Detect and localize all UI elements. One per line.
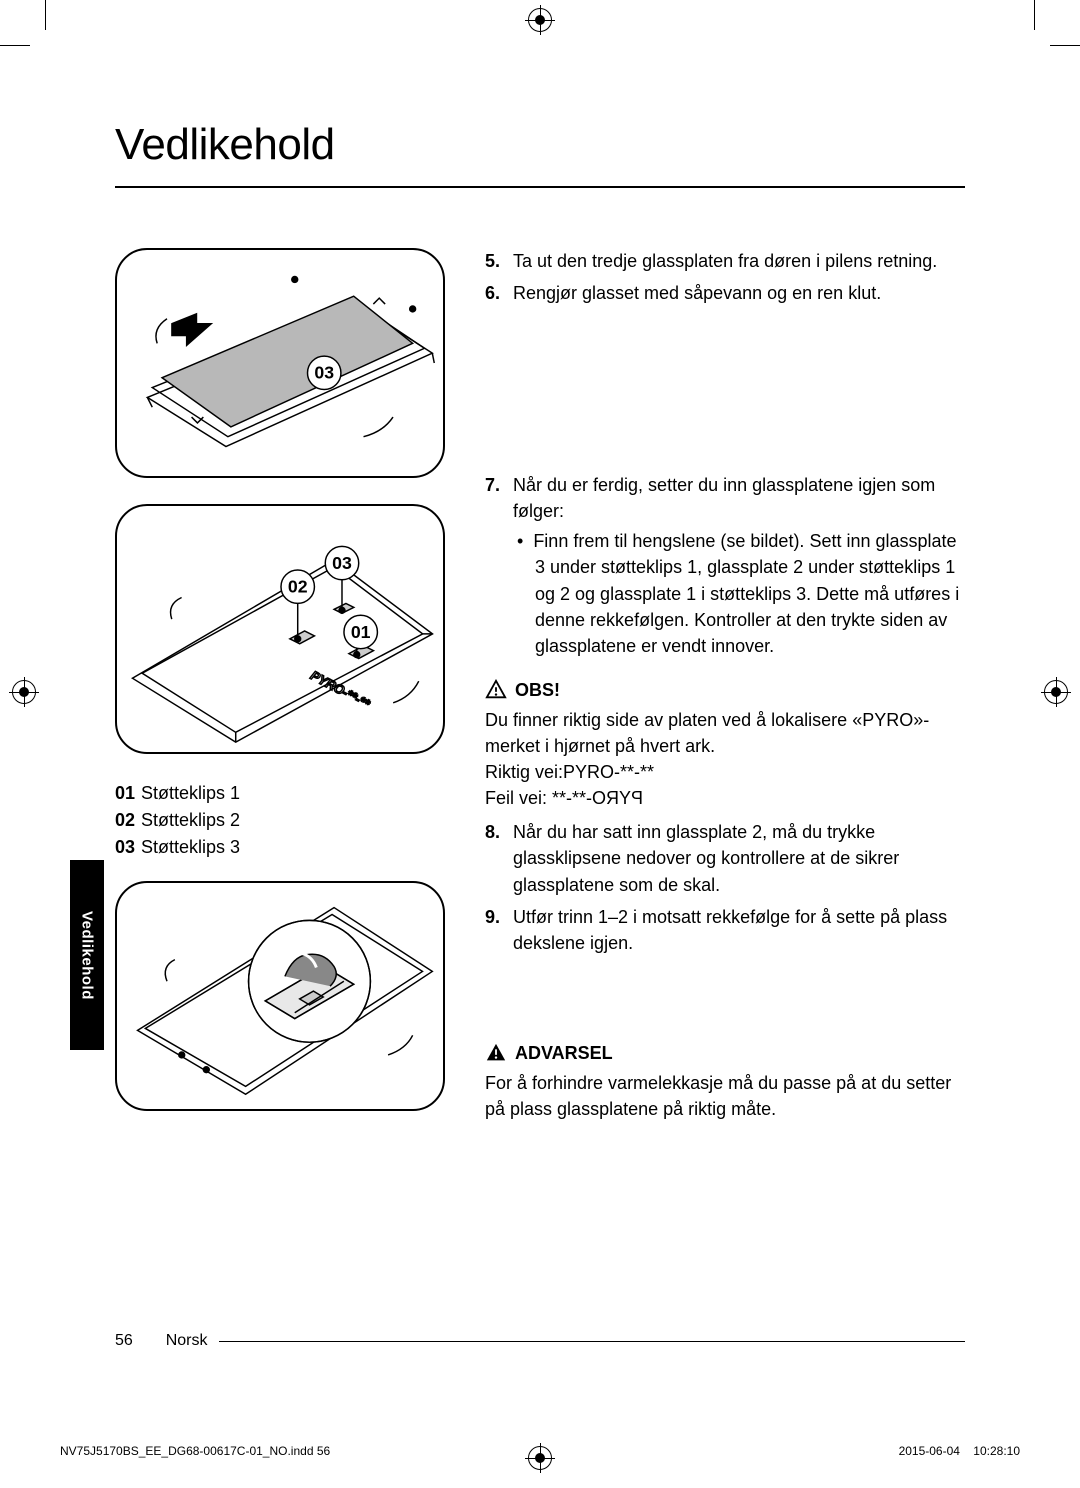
callout-03: 03 (314, 363, 334, 383)
step-7: 7. Når du er ferdig, setter du inn glass… (485, 472, 965, 659)
steps-5-6: 5.Ta ut den tredje glassplaten fra døren… (485, 248, 965, 306)
caution-icon (485, 679, 507, 701)
callout-03b: 03 (332, 553, 352, 573)
print-footer: NV75J5170BS_EE_DG68-00617C-01_NO.indd 56… (60, 1444, 1020, 1458)
legend-item: 03Støtteklips 3 (115, 834, 445, 861)
obs-body: Du finner riktig side av platen ved å lo… (485, 707, 965, 811)
registration-mark (528, 8, 552, 32)
illustration-column: 03 (115, 248, 445, 1137)
page-title: Vedlikehold (115, 120, 965, 188)
crop-mark (45, 0, 46, 30)
legend-item: 02Støtteklips 2 (115, 807, 445, 834)
illustration-clips: PYRO-**-** 02 03 01 (115, 504, 445, 754)
text-column: 5.Ta ut den tredje glassplaten fra døren… (485, 248, 965, 1137)
obs-heading: OBS! (485, 677, 965, 703)
side-tab: Vedlikehold (70, 860, 104, 1050)
illustration-glass-removal: 03 (115, 248, 445, 478)
registration-mark (12, 680, 36, 704)
legend-item: 01Støtteklips 1 (115, 780, 445, 807)
steps-8-9: 8.Når du har satt inn glassplate 2, må d… (485, 819, 965, 955)
page-footer: 56 Norsk (115, 1332, 965, 1350)
warning-icon (485, 1042, 507, 1064)
legend: 01Støtteklips 1 02Støtteklips 2 03Støtte… (115, 780, 445, 861)
illustration-press-clip (115, 881, 445, 1111)
callout-02: 02 (288, 577, 308, 597)
crop-mark (1050, 45, 1080, 46)
crop-mark (1034, 0, 1035, 30)
crop-mark (0, 45, 30, 46)
callout-01: 01 (351, 622, 371, 642)
advarsel-body: For å forhindre varmelekkasje må du pass… (485, 1070, 965, 1122)
registration-mark (1044, 680, 1068, 704)
advarsel-heading: ADVARSEL (485, 1040, 965, 1066)
